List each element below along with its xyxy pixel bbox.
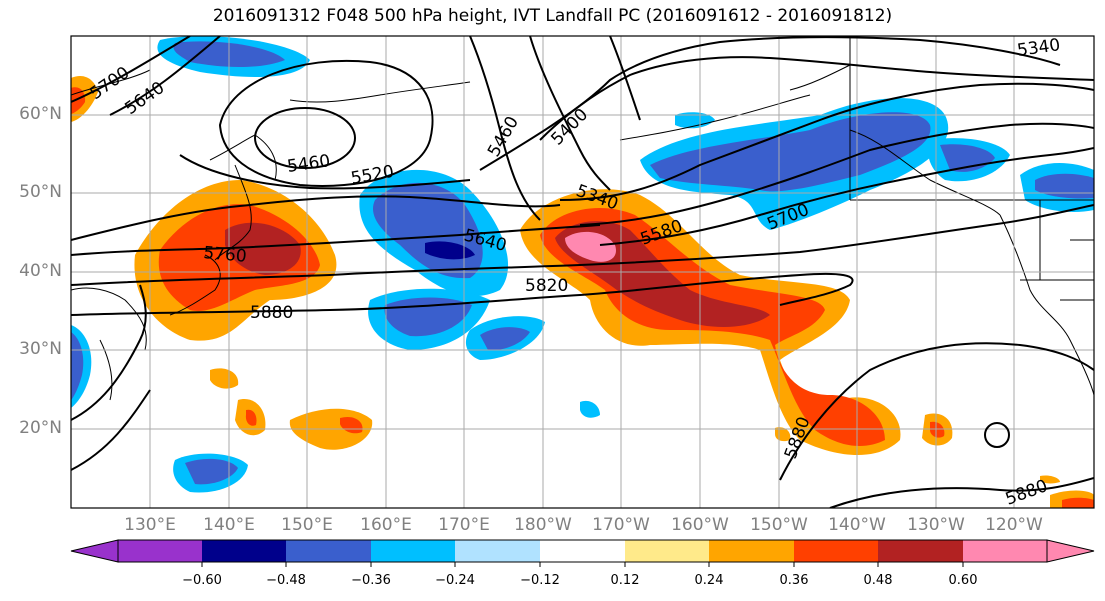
- contour-label: 5760: [203, 243, 248, 267]
- lon-label: 130°W: [907, 515, 965, 535]
- lon-label: 140°W: [828, 515, 886, 535]
- colorbar-extend-high: [1046, 539, 1095, 563]
- lat-label: 50°N: [19, 182, 62, 202]
- contour-label: 5880: [250, 303, 293, 323]
- colorbar-tick-label: 0.48: [863, 573, 893, 588]
- contour-label: 5820: [525, 276, 568, 296]
- map-title: 2016091312 F048 500 hPa height, IVT Land…: [212, 6, 893, 26]
- lon-label: 120°W: [985, 515, 1043, 535]
- lon-label: 160°E: [360, 515, 412, 535]
- lon-label: 150°E: [281, 515, 333, 535]
- lat-label: 30°N: [19, 339, 62, 359]
- lon-label: 140°E: [203, 515, 255, 535]
- colorbar-tick-label: 0.24: [694, 573, 724, 588]
- height-contours: [71, 36, 1094, 508]
- ivt-shading: [71, 36, 1094, 508]
- contour-label: 5460: [484, 113, 523, 160]
- colorbar-tick-label: 0.36: [779, 573, 809, 588]
- colorbar-tick-label: −0.60: [182, 573, 222, 588]
- colorbar-tick-label: 0.60: [948, 573, 978, 588]
- colorbar-tick-label: −0.36: [351, 573, 391, 588]
- lat-label: 60°N: [19, 104, 62, 124]
- colorbar: [70, 539, 1095, 567]
- contour-label: 5700: [86, 63, 133, 104]
- colorbar-extend-low: [70, 539, 119, 563]
- colorbar-tick-label: −0.12: [520, 573, 560, 588]
- contour-label: 5340: [1016, 35, 1062, 61]
- map-frame: [70, 35, 1095, 509]
- lon-label: 130°E: [124, 515, 176, 535]
- lon-label: 180°W: [514, 515, 572, 535]
- lon-label: 170°W: [592, 515, 650, 535]
- lon-label: 170°E: [438, 515, 490, 535]
- contour-label: 5460: [286, 151, 332, 177]
- lat-label: 20°N: [19, 418, 62, 438]
- colorbar-tick-label: 0.12: [610, 573, 640, 588]
- lat-label: 40°N: [19, 261, 62, 281]
- contour-label: 5880: [1003, 476, 1050, 510]
- colorbar-tick-label: −0.24: [435, 573, 475, 588]
- lon-label: 150°W: [750, 515, 808, 535]
- colorbar-tick-label: −0.48: [266, 573, 306, 588]
- lon-label: 160°W: [671, 515, 729, 535]
